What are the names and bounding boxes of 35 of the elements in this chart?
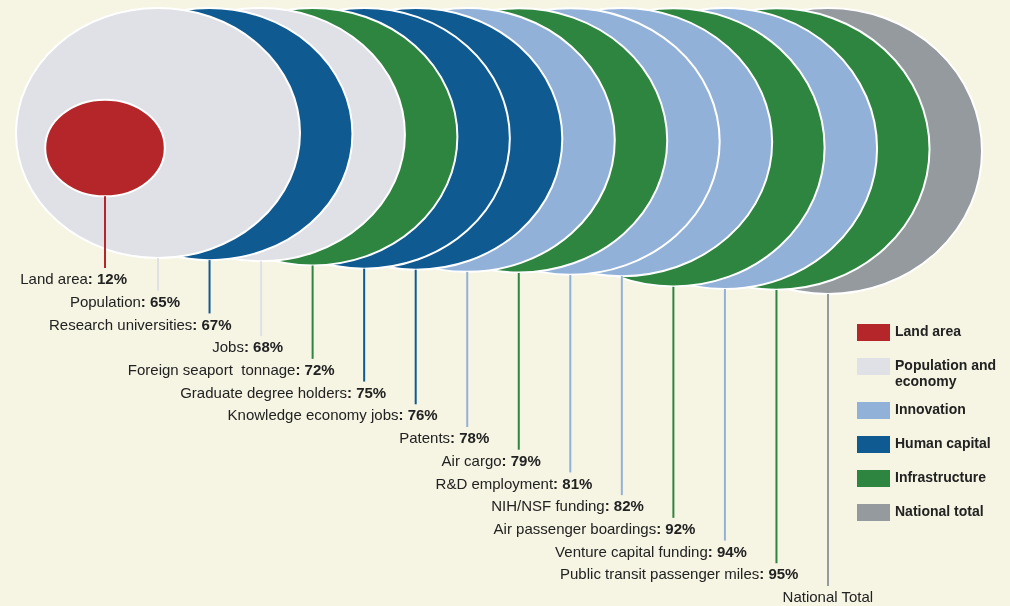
data-label: : 75% <box>346 383 387 401</box>
legend-label: Innovation <box>895 400 966 417</box>
category-label: Foreign seaport tonnage <box>127 361 296 378</box>
data-label: : 78% <box>450 429 490 447</box>
category-label: R&D employment <box>435 474 554 492</box>
legend-label: Population and economy <box>895 356 997 389</box>
category-label: Population <box>69 292 141 310</box>
data-label: : 72% <box>295 361 335 378</box>
category-label: Land area <box>20 270 89 288</box>
data-label: : 65% <box>140 292 180 310</box>
data-label: : 68% <box>243 338 284 356</box>
category-label: Knowledge economy jobs <box>227 406 399 424</box>
data-label: : 94% <box>707 542 747 560</box>
data-label: : 12% <box>87 270 127 288</box>
category-label: Jobs <box>212 338 244 356</box>
legend-label: National total <box>895 502 984 519</box>
data-label: : 79% <box>501 451 541 469</box>
legend-label: Land area <box>895 322 962 339</box>
data-label: : 81% <box>553 474 593 492</box>
category-label: Public transit passenger miles <box>560 565 760 583</box>
legend-label: Infrastructure <box>895 468 987 485</box>
category-label: NIH/NSF funding <box>491 497 605 515</box>
data-label: : 67% <box>192 315 232 333</box>
category-label: National Total <box>782 588 874 606</box>
category-label: Venture capital funding <box>555 542 708 560</box>
category-label: Research universities <box>48 315 193 333</box>
data-label: : 82% <box>604 497 644 515</box>
data-label: : 76% <box>398 406 438 424</box>
category-label: Graduate degree holders <box>180 383 347 401</box>
data-label: : 95% <box>759 565 799 583</box>
category-label: Patents <box>399 429 451 447</box>
category-label: Air passenger boardings <box>493 520 657 537</box>
legend-label: Human capital <box>895 434 991 451</box>
category-label: Air cargo <box>441 451 502 469</box>
data-label: : 92% <box>656 520 696 537</box>
